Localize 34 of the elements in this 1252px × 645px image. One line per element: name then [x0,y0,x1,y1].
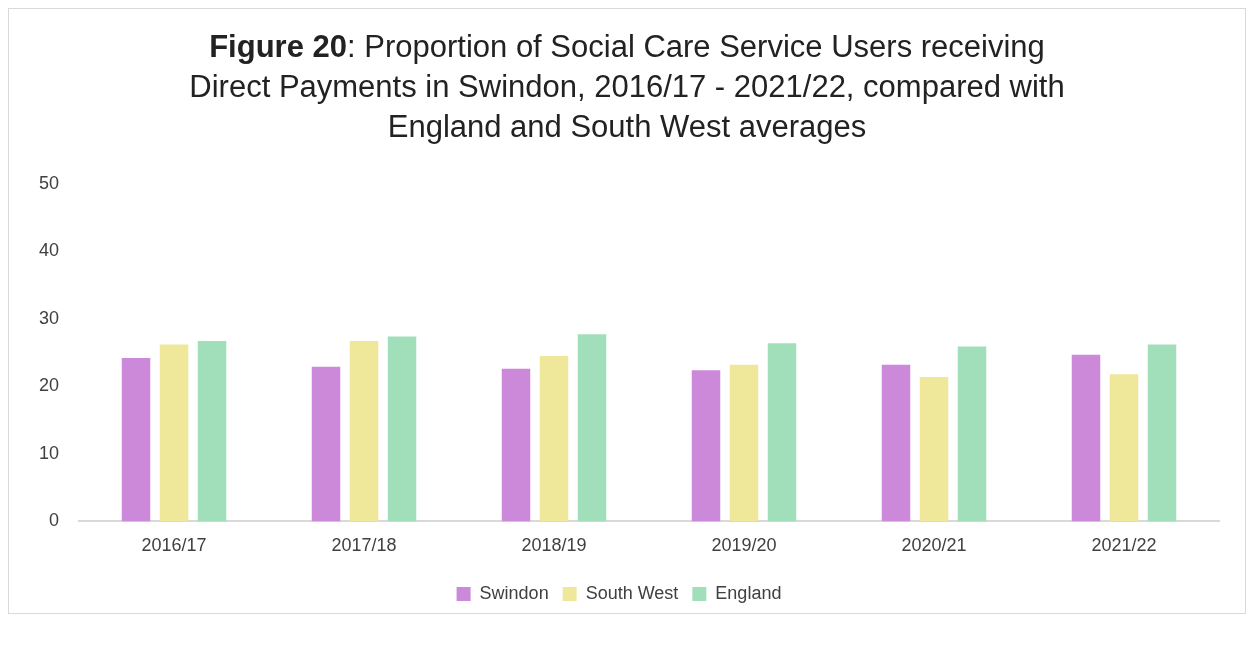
y-tick-label: 0 [49,510,60,531]
legend-label: England [715,582,782,603]
bar [349,341,379,522]
y-tick-label: 10 [38,442,60,463]
bar [539,355,569,522]
x-tick-label: 2018/19 [521,535,587,556]
x-tick-label: 2019/20 [711,535,777,556]
bar [919,376,949,522]
x-tick-label: 2020/21 [901,535,967,556]
bar [1147,344,1177,522]
bar [729,364,759,522]
legend-label: Swindon [479,582,549,603]
bar [197,341,227,522]
legend-label: South West [585,582,679,603]
bar [501,368,531,522]
bar [881,364,911,522]
x-tick-label: 2016/17 [141,535,207,556]
y-tick-label: 50 [38,172,60,193]
bar [1109,374,1139,522]
bar [577,334,607,522]
y-tick-label: 30 [38,307,60,328]
bar [159,344,189,522]
bar [387,336,417,522]
y-tick-label: 40 [38,240,60,261]
bar [121,358,151,522]
x-tick-label: 2021/22 [1091,535,1157,556]
bar [767,343,797,522]
y-tick-label: 20 [38,375,60,396]
x-tick-label: 2017/18 [331,535,397,556]
bar [311,366,341,522]
bar [1071,354,1101,522]
bar [957,346,987,522]
chart-title: Figure 20: Proportion of Social Care Service Users receiving Direct Payments in Swindon, 2016/17 - 2021/22, compared with England and South West averages [188,28,1066,146]
bar [691,370,721,522]
